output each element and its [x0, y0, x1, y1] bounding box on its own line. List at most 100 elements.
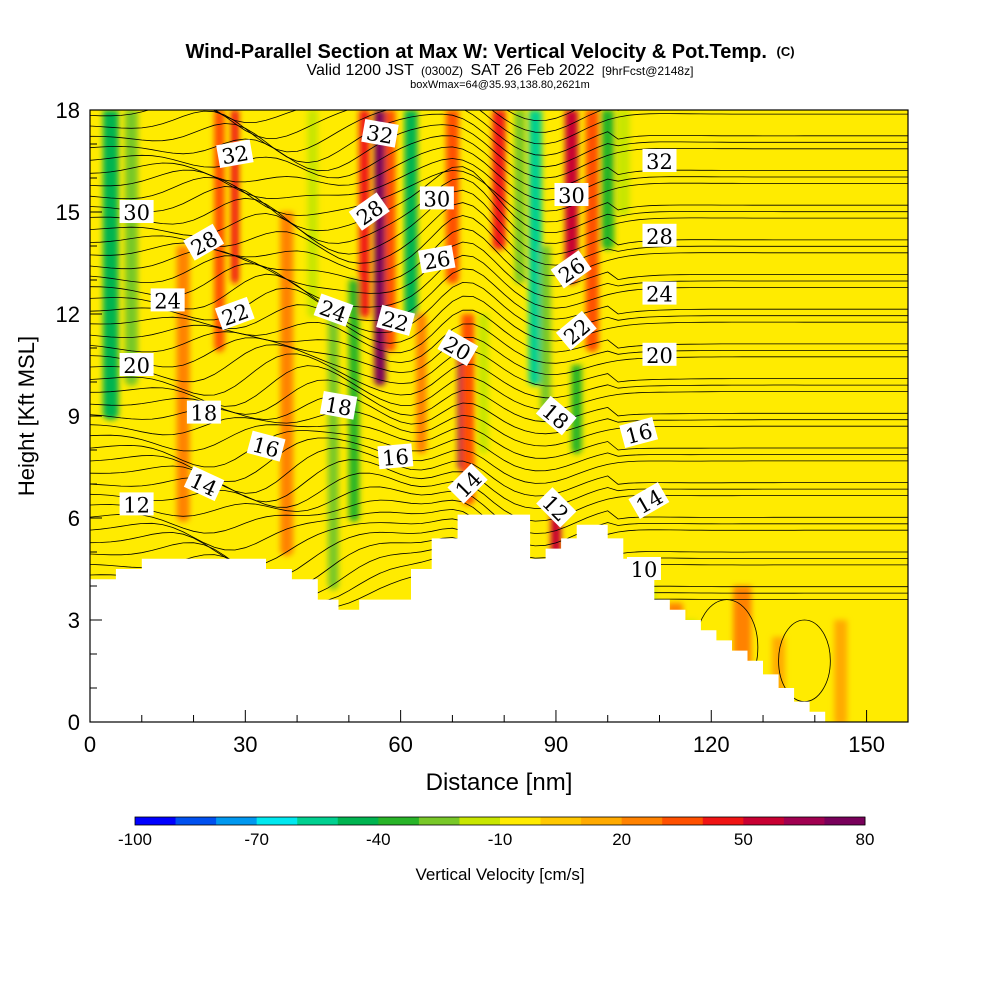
subtitle-valid: Valid 1200 JST [307, 62, 415, 79]
chart-title-mark: (C) [776, 44, 794, 59]
theta-contours [90, 110, 908, 702]
contour-label-text: 20 [123, 354, 150, 378]
contour-label-24: 24 [150, 288, 185, 313]
colorbar-tick-label: 20 [612, 830, 631, 849]
y-axis-label: Height [Kft MSL] [14, 336, 39, 496]
theta-contour-28 [90, 241, 908, 298]
contour-label-box [376, 304, 415, 336]
colorbar-tick-label: -100 [118, 830, 152, 849]
contour-label-box [555, 310, 597, 351]
velocity-band-14 [416, 314, 427, 454]
contour-label-32: 32 [642, 149, 677, 174]
contour-label-box [183, 465, 225, 502]
velocity-band-6 [280, 212, 294, 556]
contour-label-text: 32 [646, 150, 673, 174]
contour-label-box [642, 342, 677, 366]
contour-label-box [313, 293, 354, 327]
colorbar-segment [783, 817, 825, 825]
contour-label-text: 12 [123, 493, 150, 517]
contour-label-box [642, 281, 677, 305]
contour-label-18: 18 [319, 391, 358, 421]
colorbar-segment [743, 817, 785, 825]
contour-label-24: 24 [642, 281, 677, 307]
contour-label-28: 28 [642, 223, 677, 249]
contour-label-18: 18 [186, 400, 221, 426]
velocity-band-20 [514, 110, 525, 284]
contour-label-text: 18 [323, 393, 353, 421]
contour-label-32: 32 [361, 119, 399, 149]
plot-area [90, 110, 908, 722]
contour-label-box [348, 192, 390, 231]
contour-label-box [419, 186, 454, 210]
contour-label-box [437, 329, 479, 367]
x-axis-label: Distance [nm] [426, 769, 573, 796]
contour-label-32: 32 [216, 139, 254, 169]
colorbar-segment [581, 817, 623, 825]
theta-contour-33 [90, 177, 908, 244]
theta-contour-13 [90, 430, 908, 472]
y-tick-label: 18 [56, 98, 80, 123]
contour-label-16: 16 [377, 443, 414, 471]
contour-label-22: 22 [376, 304, 415, 337]
y-axis: 0 3 6 9 12 15 18 [56, 98, 102, 735]
theta-contour-32 [90, 189, 908, 255]
theta-contour-15 [90, 410, 908, 447]
contour-label-30: 30 [119, 200, 154, 225]
colorbar-tick-label: -40 [366, 830, 391, 849]
colorbar-segment [175, 817, 217, 825]
contour-label-box [377, 443, 414, 470]
theta-contour-12 [90, 437, 908, 484]
velocity-band-19 [492, 110, 506, 250]
velocity-band-34 [834, 620, 848, 722]
colorbar-tick-label: 80 [856, 830, 875, 849]
contour-label-text: 24 [154, 289, 181, 313]
colorbar: -100 -70 -40 -10 20 50 80 [118, 816, 875, 849]
colorbar-segment [297, 817, 339, 825]
contour-label-12: 12 [119, 492, 154, 517]
contour-label-box [642, 223, 677, 247]
chart-title: Wind-Parallel Section at Max W: Vertical… [185, 41, 794, 63]
contour-label-box [642, 149, 677, 172]
x-tick-label: 60 [388, 732, 412, 757]
theta-contour-43 [212, 110, 623, 133]
colorbar-segment [459, 817, 501, 825]
colorbar-frame [134, 816, 866, 826]
y-tick-label: 12 [56, 302, 80, 327]
contour-label-box [619, 417, 659, 449]
contour-label-text: 28 [646, 225, 673, 249]
contour-label-text: 20 [646, 344, 673, 368]
y-tick-label: 0 [68, 710, 80, 735]
velocity-band-26 [585, 110, 599, 352]
contour-label-box [628, 482, 670, 520]
theta-contour-37 [90, 146, 908, 201]
x-tick-label: 120 [693, 732, 730, 757]
contour-label-text: 32 [220, 141, 250, 169]
contour-label-box [186, 400, 221, 424]
contour-label-box [150, 288, 185, 312]
theta-contour-16 [90, 394, 908, 435]
y-tick-label: 3 [68, 608, 80, 633]
theta-contour-11 [90, 447, 908, 497]
theta-contour-41 [90, 110, 908, 156]
colorbar-segment [702, 817, 744, 825]
contour-label-text: 18 [191, 402, 218, 426]
colorbar-segment [256, 817, 298, 825]
colorbar-tick-label: -10 [488, 830, 513, 849]
contour-label-box [319, 391, 358, 420]
theta-contour-19 [90, 353, 908, 399]
contour-label-text: 10 [631, 558, 658, 582]
subtitle-utc: (0300Z) [421, 64, 463, 78]
colorbar-segment [216, 817, 258, 825]
velocity-band-0 [102, 110, 119, 420]
contour-label-10: 10 [626, 557, 661, 582]
theta-contour-36 [90, 158, 908, 212]
contour-label-text: 30 [558, 184, 585, 208]
theta-contour-14 [90, 424, 908, 459]
velocity-band-4 [214, 110, 225, 352]
theta-contour-18 [90, 365, 908, 411]
chart-title-text: Wind-Parallel Section at Max W: Vertical… [185, 41, 766, 63]
theta-contour-31 [90, 202, 908, 266]
contour-label-box [216, 139, 254, 168]
contour-label-box [119, 200, 154, 223]
